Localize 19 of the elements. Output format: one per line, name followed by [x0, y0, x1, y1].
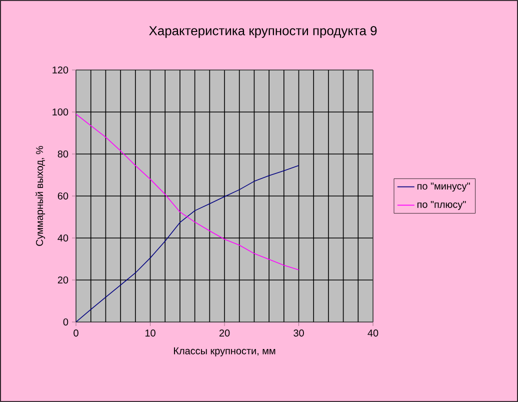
x-axis-title: Классы крупности, мм: [174, 347, 276, 356]
x-tick-label: 30: [294, 330, 304, 337]
x-tick-label: 20: [219, 330, 230, 337]
x-tick-label: 10: [145, 330, 156, 337]
y-tick-label: 40: [58, 234, 68, 242]
y-tick-label: 60: [58, 192, 68, 200]
y-axis-title: Суммарный выход, %: [36, 146, 46, 246]
y-tick-label: 20: [58, 276, 68, 284]
y-tick-label: 80: [58, 150, 68, 158]
x-tick-label: 0: [74, 330, 78, 337]
y-tick-label: 100: [52, 108, 68, 116]
chart-title: Характеристика крупности продукта 9: [149, 26, 377, 38]
line-series: [76, 165, 300, 322]
y-tick-label: 0: [63, 318, 68, 326]
legend-label: по "минусу": [417, 182, 470, 192]
line-series: [76, 114, 300, 270]
x-tick-label: 40: [368, 330, 378, 337]
y-tick-label: 120: [52, 66, 68, 74]
legend-label: по "плюсу": [417, 200, 466, 210]
